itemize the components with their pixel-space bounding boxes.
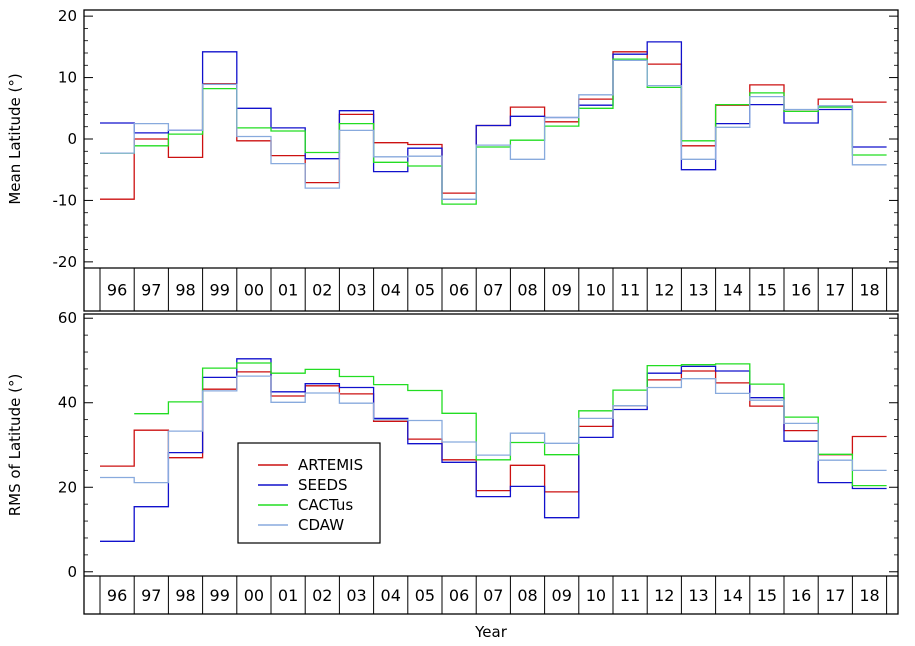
x-tick-label: 00 bbox=[244, 281, 264, 300]
x-tick-label: 10 bbox=[586, 586, 606, 605]
x-tick-label: 97 bbox=[141, 586, 161, 605]
panel-frame bbox=[83, 9, 899, 312]
legend-label-cdaw: CDAW bbox=[298, 516, 344, 534]
chart-panel-1: -20 -10 0 10 20 96 97 98 99 00 01 02 03 04 05 06 07 08 09 1… bbox=[6, 7, 899, 312]
x-tick-label: 10 bbox=[586, 281, 606, 300]
x-tick-label: 97 bbox=[141, 281, 161, 300]
x-tick-label: 09 bbox=[552, 281, 572, 300]
x-tick-label: 09 bbox=[552, 586, 572, 605]
chart-panel-2: 0 20 40 60 96 97 98 99 00 01 02 03 04 05 06 07 08 09 10 11 1… bbox=[6, 309, 899, 641]
series-line-seeds bbox=[100, 41, 887, 200]
x-tick-label: 17 bbox=[825, 281, 845, 300]
y-tick-label: 0 bbox=[67, 130, 77, 148]
series-line-cdaw bbox=[100, 59, 887, 200]
x-tick-label: 13 bbox=[688, 281, 708, 300]
x-tick-label: 05 bbox=[415, 586, 435, 605]
x-tick-label: 03 bbox=[346, 281, 366, 300]
x-tick-label: 06 bbox=[449, 586, 469, 605]
y-tick-label: -20 bbox=[53, 253, 78, 271]
y-axis-label: RMS of Latitude (°) bbox=[6, 374, 24, 517]
series-line-cdaw bbox=[100, 375, 887, 484]
x-tick-label: 14 bbox=[723, 281, 743, 300]
x-tick-label: 07 bbox=[483, 281, 503, 300]
x-tick-label: 04 bbox=[381, 281, 401, 300]
x-tick-label: 18 bbox=[859, 281, 879, 300]
y-tick-label: 60 bbox=[58, 309, 77, 327]
legend: ARTEMIS SEEDS CACTus CDAW bbox=[237, 442, 381, 544]
x-tick-label: 01 bbox=[278, 281, 298, 300]
x-tick-label: 00 bbox=[244, 586, 264, 605]
x-tick-label: 17 bbox=[825, 586, 845, 605]
panel-frame bbox=[83, 313, 899, 615]
x-tick-label: 98 bbox=[175, 586, 195, 605]
x-tick-label: 02 bbox=[312, 281, 332, 300]
x-tick-label: 06 bbox=[449, 281, 469, 300]
x-tick-label: 13 bbox=[688, 586, 708, 605]
x-tick-label: 11 bbox=[620, 586, 640, 605]
x-tick-label: 99 bbox=[210, 281, 230, 300]
series-line-seeds bbox=[100, 358, 887, 542]
legend-label-artemis: ARTEMIS bbox=[298, 456, 363, 474]
x-tick-label: 08 bbox=[517, 586, 537, 605]
x-tick-label: 02 bbox=[312, 586, 332, 605]
x-tick-label: 96 bbox=[107, 281, 127, 300]
y-tick-label: 20 bbox=[58, 7, 77, 25]
x-tick-label: 05 bbox=[415, 281, 435, 300]
x-tick-label: 16 bbox=[791, 586, 811, 605]
x-tick-label: 03 bbox=[346, 586, 366, 605]
x-tick-label: 01 bbox=[278, 586, 298, 605]
x-tick-label: 15 bbox=[757, 586, 777, 605]
y-tick-label: 10 bbox=[58, 69, 77, 87]
x-tick-label: 14 bbox=[723, 586, 743, 605]
x-axis-label: Year bbox=[474, 623, 508, 641]
y-tick-label: 0 bbox=[67, 563, 77, 581]
series-line-artemis bbox=[100, 370, 887, 493]
x-tick-label: 16 bbox=[791, 281, 811, 300]
series-line-cactus bbox=[100, 58, 887, 205]
x-tick-label: 11 bbox=[620, 281, 640, 300]
x-tick-label: 04 bbox=[381, 586, 401, 605]
x-tick-label: 08 bbox=[517, 281, 537, 300]
x-tick-label: 18 bbox=[859, 586, 879, 605]
x-tick-label: 96 bbox=[107, 586, 127, 605]
x-tick-label: 07 bbox=[483, 586, 503, 605]
legend-box bbox=[237, 442, 381, 544]
x-tick-label: 99 bbox=[210, 586, 230, 605]
x-tick-label: 12 bbox=[654, 586, 674, 605]
y-tick-label: 40 bbox=[58, 394, 77, 412]
legend-label-seeds: SEEDS bbox=[298, 476, 348, 494]
y-axis-label: Mean Latitude (°) bbox=[6, 73, 24, 204]
legend-label-cactus: CACTus bbox=[298, 496, 353, 514]
x-tick-label: 98 bbox=[175, 281, 195, 300]
y-tick-label: -10 bbox=[53, 191, 78, 209]
x-tick-label: 12 bbox=[654, 281, 674, 300]
y-tick-label: 20 bbox=[58, 478, 77, 496]
x-tick-label: 15 bbox=[757, 281, 777, 300]
